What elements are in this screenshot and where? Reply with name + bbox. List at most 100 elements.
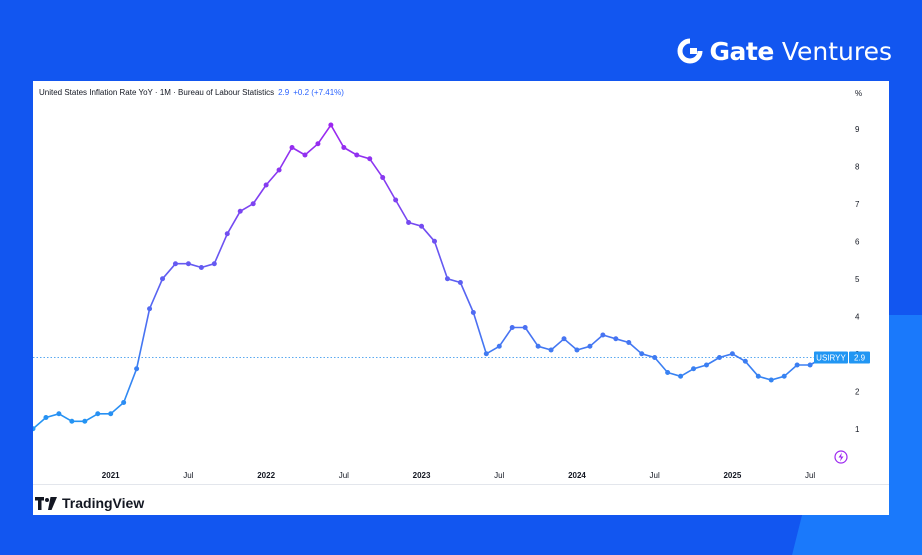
price-tag-label: 2.9 [854, 354, 866, 363]
data-point [509, 325, 515, 330]
data-point [147, 306, 153, 312]
data-point [263, 182, 269, 188]
data-point [367, 156, 373, 162]
data-point [328, 122, 334, 128]
y-tick-label: 4 [855, 312, 860, 321]
x-tick-label: Jul [339, 471, 349, 480]
data-point [444, 276, 450, 282]
footer-divider [33, 484, 889, 485]
data-point [341, 145, 347, 150]
tradingview-icon [35, 496, 57, 510]
data-point [548, 347, 554, 353]
series-name-tag [814, 351, 848, 364]
data-point [134, 366, 140, 372]
data-point [703, 362, 709, 368]
x-tick-label: Jul [494, 471, 504, 480]
data-point [600, 332, 606, 338]
brand-name-bold: Gate [709, 36, 775, 66]
y-tick-label: 9 [855, 125, 860, 134]
data-point [574, 347, 580, 353]
lightning-icon [834, 450, 848, 464]
data-point [729, 351, 735, 357]
data-point [652, 355, 658, 360]
data-point [561, 336, 567, 342]
data-point [69, 418, 75, 424]
data-point [535, 343, 541, 349]
data-point [315, 141, 321, 147]
data-point [522, 325, 528, 330]
data-point [82, 418, 88, 424]
data-point [678, 373, 684, 379]
x-tick-label: 2022 [257, 471, 275, 480]
data-point [354, 152, 360, 158]
data-point [483, 351, 489, 357]
chart-panel: United States Inflation Rate YoY · 1M · … [33, 81, 889, 515]
data-point [742, 358, 748, 364]
data-point [302, 152, 308, 158]
data-point [250, 201, 256, 207]
x-tick-label: Jul [650, 471, 660, 480]
price-tag [849, 351, 870, 364]
data-point [33, 426, 36, 432]
chart-title: United States Inflation Rate YoY · 1M · … [39, 88, 275, 97]
x-tick-label: 2025 [723, 471, 741, 480]
data-point [43, 415, 49, 420]
data-point [276, 167, 282, 173]
data-point [716, 355, 722, 360]
data-point [237, 208, 243, 214]
series-name-label: USIRYY [816, 354, 846, 363]
data-point [639, 351, 645, 357]
data-point [781, 373, 787, 379]
data-point [406, 220, 412, 225]
chart-legend: United States Inflation Rate YoY · 1M · … [39, 88, 344, 97]
gate-logo-icon [677, 38, 703, 64]
data-point [470, 310, 476, 315]
data-point [457, 280, 463, 285]
lightning-bolt-icon [838, 452, 844, 462]
brand-name-light: Ventures [781, 36, 892, 66]
y-axis-unit: % [855, 89, 863, 98]
tradingview-logo[interactable]: TradingView [35, 495, 144, 511]
y-tick-label: 5 [855, 275, 860, 284]
x-tick-label: 2023 [413, 471, 431, 480]
x-tick-label: Jul [183, 471, 193, 480]
change-value: +0.2 (+7.41%) [293, 88, 344, 97]
data-point [626, 340, 632, 345]
data-point [380, 175, 386, 180]
data-point [587, 343, 593, 349]
data-point [665, 370, 671, 375]
data-point [432, 238, 437, 244]
data-point [224, 231, 230, 237]
y-tick-label: 2 [855, 387, 860, 396]
data-point [794, 362, 800, 368]
data-point [185, 261, 191, 267]
data-point [160, 276, 166, 282]
y-tick-label: 8 [855, 162, 860, 171]
brand-logo: Gate Ventures [676, 34, 892, 68]
x-tick-label: 2021 [102, 471, 120, 480]
data-point [95, 411, 101, 417]
data-point [289, 145, 295, 150]
data-point [108, 411, 114, 417]
data-point [211, 261, 217, 267]
data-point [393, 197, 399, 203]
data-point [198, 265, 204, 270]
data-point [121, 400, 127, 405]
data-point [496, 343, 502, 349]
data-point [419, 223, 425, 229]
x-tick-label: 2024 [568, 471, 586, 480]
data-point [807, 362, 813, 368]
data-point [613, 336, 619, 342]
y-tick-label: 6 [855, 237, 860, 246]
inflation-line-chart[interactable]: 1234567892021Jul2022Jul2023Jul2024Jul202… [33, 81, 889, 485]
y-tick-label: 7 [855, 200, 860, 209]
data-point [768, 377, 774, 383]
data-point [172, 261, 178, 267]
series-line [33, 124, 824, 430]
data-point [755, 373, 761, 379]
data-point [56, 411, 62, 417]
tradingview-label: TradingView [62, 495, 145, 511]
last-value: 2.9 [278, 88, 290, 97]
y-tick-label: 1 [855, 425, 860, 434]
data-point [691, 366, 697, 372]
